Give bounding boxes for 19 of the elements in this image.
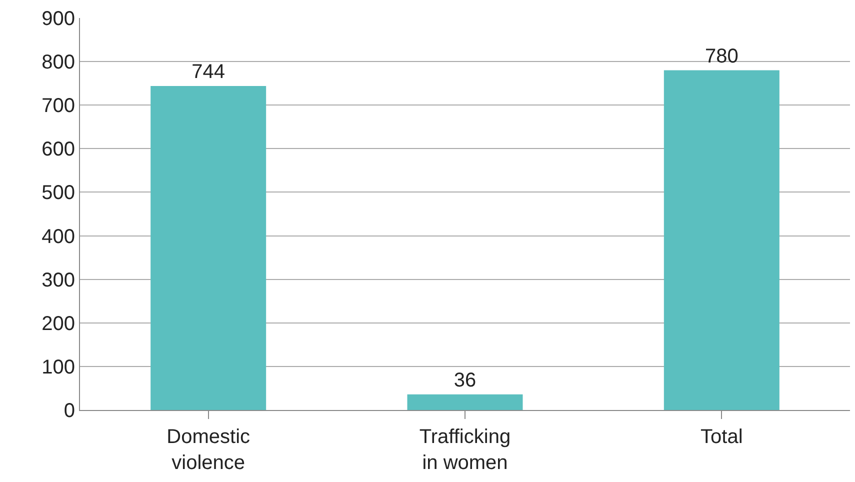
bar — [664, 70, 780, 410]
x-tick-label: Domestic violence — [166, 426, 250, 474]
y-tick-label: 0 — [64, 400, 75, 422]
bar — [407, 394, 523, 410]
y-tick-label: 400 — [42, 226, 75, 248]
y-tick-label: 200 — [42, 312, 75, 335]
y-tick-label: 300 — [42, 269, 75, 292]
y-tick-label: 800 — [42, 52, 75, 74]
y-tick-label: 600 — [42, 138, 75, 161]
y-tick-label: 500 — [42, 182, 75, 204]
y-tick-label: 100 — [42, 356, 75, 378]
data-label: 780 — [704, 45, 738, 68]
y-tick-label: 900 — [42, 8, 75, 30]
data-label: 36 — [454, 369, 476, 392]
x-tick-label: Trafficking in women — [419, 426, 511, 474]
x-tick-label: Total — [700, 426, 743, 448]
bar — [150, 86, 266, 410]
data-label: 744 — [192, 60, 226, 83]
y-tick-label: 700 — [42, 95, 75, 118]
